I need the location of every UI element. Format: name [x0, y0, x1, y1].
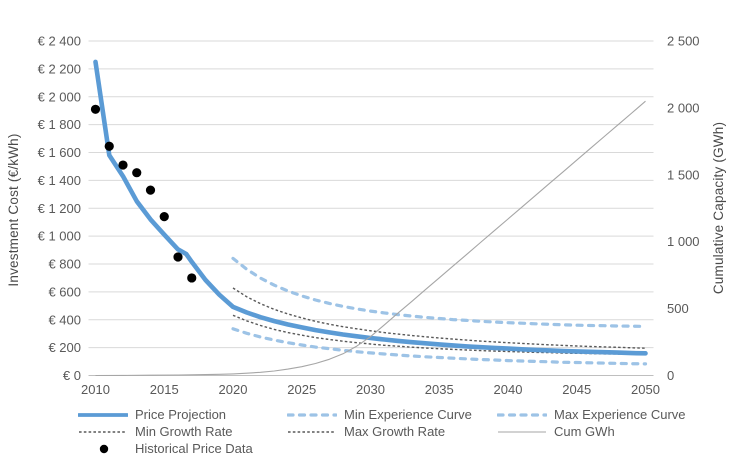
svg-text:1 500: 1 500 [667, 167, 700, 182]
svg-text:€ 200: € 200 [48, 340, 81, 355]
svg-text:€ 800: € 800 [48, 257, 81, 272]
svg-text:2035: 2035 [425, 382, 454, 397]
legend-label: Max Growth Rate [344, 423, 446, 439]
legend-label: Price Projection [135, 406, 227, 422]
legend: Price Projection Min Experience Curve Ma… [78, 406, 735, 457]
svg-text:€ 2 400: € 2 400 [38, 34, 81, 49]
svg-text:2 000: 2 000 [667, 100, 700, 115]
axis-tick-labels: € 0 € 200 € 400 € 600 € 800 € 1 000 € 1 200 € 1… [38, 34, 700, 398]
max-growth-rate-swatch [288, 430, 336, 433]
svg-text:2025: 2025 [287, 382, 316, 397]
svg-text:€ 600: € 600 [48, 284, 81, 299]
svg-text:2 500: 2 500 [667, 34, 700, 49]
cum-gwh-swatch [498, 430, 546, 433]
legend-item-historical-price-data: Historical Price Data [78, 441, 287, 457]
price-projection-swatch [78, 412, 128, 417]
min-growth-rate-swatch [79, 430, 127, 433]
legend-label: Min Experience Curve [344, 406, 472, 422]
historical-price-data-swatch [99, 444, 109, 453]
svg-text:€ 1 400: € 1 400 [38, 173, 81, 188]
svg-text:2015: 2015 [150, 382, 179, 397]
legend-item-max-experience-curve: Max Experience Curve [497, 407, 735, 423]
svg-text:€ 1 600: € 1 600 [38, 145, 81, 160]
svg-text:€ 2 200: € 2 200 [38, 61, 81, 76]
legend-label: Min Growth Rate [135, 423, 233, 439]
svg-text:2010: 2010 [81, 382, 110, 397]
left-axis-title: Investment Cost (€/kWh) [6, 133, 21, 286]
legend-item-min-experience-curve: Min Experience Curve [287, 407, 497, 423]
svg-text:2020: 2020 [219, 382, 248, 397]
max-experience-curve-swatch [497, 412, 547, 417]
svg-text:2050: 2050 [631, 382, 660, 397]
plot-svg: € 0 € 200 € 400 € 600 € 800 € 1 000 € 1 200 € 1… [6, 34, 726, 398]
svg-text:€ 1 800: € 1 800 [38, 117, 81, 132]
svg-text:€ 1 000: € 1 000 [38, 229, 81, 244]
right-axis-title: Cumulative Capacity (GWh) [711, 122, 726, 294]
svg-text:€ 2 000: € 2 000 [38, 89, 81, 104]
svg-text:€ 0: € 0 [63, 368, 81, 383]
legend-label: Historical Price Data [135, 440, 253, 456]
svg-text:€ 1 200: € 1 200 [38, 201, 81, 216]
legend-item-min-growth-rate: Min Growth Rate [78, 424, 287, 440]
svg-text:0: 0 [667, 368, 674, 383]
svg-text:€ 400: € 400 [48, 312, 81, 327]
min-experience-curve-swatch [287, 412, 337, 417]
svg-text:2045: 2045 [562, 382, 591, 397]
legend-label: Max Experience Curve [554, 406, 686, 422]
gridlines [88, 40, 654, 376]
legend-item-price-projection: Price Projection [78, 407, 287, 423]
legend-item-max-growth-rate: Max Growth Rate [287, 424, 497, 440]
legend-label: Cum GWh [554, 423, 615, 439]
svg-text:500: 500 [667, 301, 689, 316]
svg-text:2040: 2040 [494, 382, 523, 397]
svg-text:1 000: 1 000 [667, 234, 700, 249]
svg-text:2030: 2030 [356, 382, 385, 397]
legend-item-cum-gwh: Cum GWh [497, 424, 735, 440]
series-lines [90, 59, 648, 377]
